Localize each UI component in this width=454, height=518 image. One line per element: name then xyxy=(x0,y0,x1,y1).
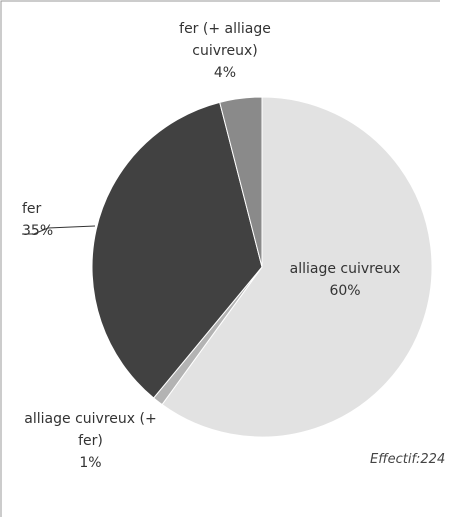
slice-label: alliage cuivreux 60% xyxy=(270,258,420,302)
pie-slice xyxy=(161,96,433,438)
value-label: 4% xyxy=(213,65,237,81)
value-label: 60% xyxy=(329,283,361,299)
slice-label: fer (+ alliage cuivreux) 4% xyxy=(170,18,280,84)
value-label: 1% xyxy=(79,455,102,471)
pie-slice xyxy=(91,101,263,399)
leader-line xyxy=(22,225,96,235)
category-label: alliage cuivreux xyxy=(289,261,401,277)
category-label: alliage cuivreux (+ fer) xyxy=(24,411,157,449)
note: Effectif:224 xyxy=(370,452,446,467)
category-label: fer xyxy=(22,201,42,217)
frame xyxy=(0,0,440,517)
category-label: fer (+ alliage cuivreux) xyxy=(179,21,271,59)
slice-label: fer 35% xyxy=(22,198,82,242)
value-label: 35% xyxy=(22,223,54,239)
pie-slice xyxy=(219,96,263,268)
slice-label: alliage cuivreux (+ fer) 1% xyxy=(18,408,163,474)
